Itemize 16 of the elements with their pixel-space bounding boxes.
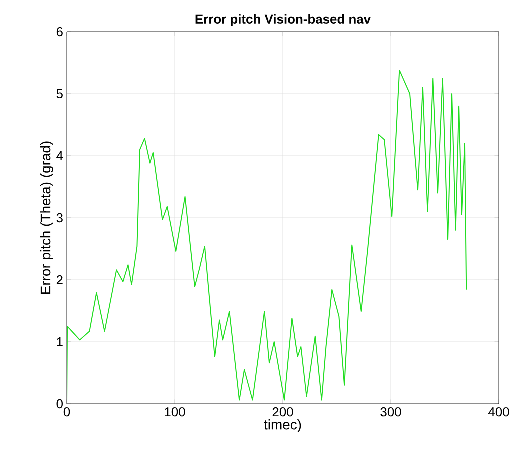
chart-title: Error pitch Vision-based nav	[196, 14, 371, 27]
y-tick-label: 2	[56, 275, 63, 285]
y-tick-label: 3	[56, 213, 63, 223]
y-tick-label: 5	[56, 89, 63, 99]
y-axis-title: Error pitch (Theta) (grad)	[40, 142, 54, 294]
x-tick-label: 400	[488, 408, 510, 417]
line-series	[67, 70, 468, 404]
y-tick-label: 1	[57, 338, 63, 346]
x-tick-label: 0	[64, 408, 70, 417]
y-tick-label: 0	[56, 399, 63, 409]
x-tick-label: 300	[380, 408, 402, 417]
y-tick-label: 4	[56, 152, 64, 160]
x-tick-label: 200	[272, 408, 294, 417]
x-axis-title: timec)	[264, 420, 302, 433]
y-tick-label: 6	[56, 27, 63, 37]
x-tick-label: 100	[165, 408, 186, 417]
